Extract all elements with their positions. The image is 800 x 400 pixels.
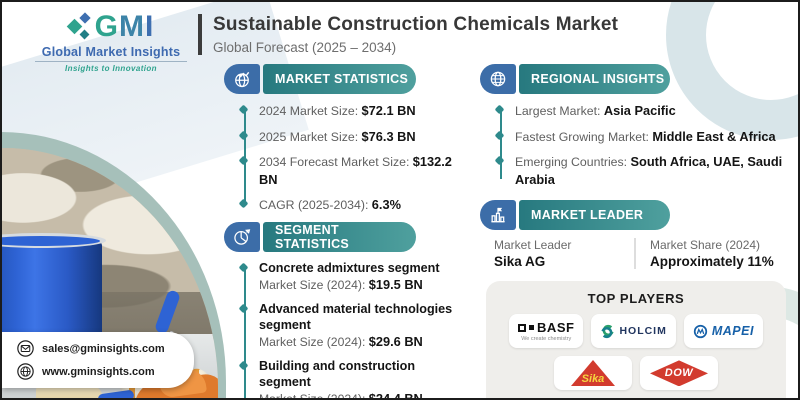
contact-website-text: www.gminsights.com [42,365,155,378]
list-item: Concrete admixtures segment Market Size … [259,260,464,294]
list-item: Emerging Countries: South Africa, UAE, S… [515,153,794,188]
basf-dot-icon [529,325,535,331]
share-cell: Market Share (2024) Approximately 11% [634,238,788,270]
globe-trend-icon [224,64,260,94]
dow-logo: DOW [640,356,718,391]
contact-email[interactable]: sales@gminsights.com [17,340,184,357]
segment-statistics-title: SEGMENT STATISTICS [263,221,416,252]
list-item: 2034 Forecast Market Size: $132.2 BN [259,153,464,188]
sika-triangle-icon [571,360,615,387]
list-item: Largest Market: Asia Pacific [515,102,794,120]
contact-website[interactable]: www.gminsights.com [17,363,184,380]
market-leader-header: MARKET LEADER [480,200,670,231]
column-right: REGIONAL INSIGHTS Largest Market: Asia P… [480,64,794,398]
market-leader-info: Market Leader Sika AG Market Share (2024… [494,238,794,270]
gmi-logo-diamonds-icon [66,10,92,44]
title-block: Sustainable Construction Chemicals Marke… [198,14,618,55]
mapei-mark-icon [693,324,708,339]
brand-tagline: Insights to Innovation [35,61,187,73]
basf-square-icon [518,323,527,332]
page-subtitle: Global Forecast (2025 – 2034) [213,40,397,55]
leader-cell: Market Leader Sika AG [494,238,572,270]
gmi-logo: GMI Global Market Insights Insights to I… [2,10,220,73]
contact-card: sales@gminsights.com www.gminsights.com [2,332,194,388]
list-item: Building and construction segment Market… [259,358,464,398]
market-statistics-list: 2024 Market Size: $72.1 BN 2025 Market S… [242,102,464,214]
column-left: MARKET STATISTICS 2024 Market Size: $72.… [224,64,464,398]
market-statistics-header: MARKET STATISTICS [224,64,416,94]
gmi-logo-text: GMI [94,10,155,43]
email-icon [17,340,34,357]
regional-insights-header: REGIONAL INSIGHTS [480,64,670,94]
segment-statistics-header: SEGMENT STATISTICS [224,221,416,252]
dow-diamond-icon: DOW [650,360,708,387]
top-players-title: TOP PLAYERS [587,291,685,307]
regional-insights-title: REGIONAL INSIGHTS [519,64,670,94]
list-item: Fastest Growing Market: Middle East & Af… [515,128,794,146]
list-item: 2024 Market Size: $72.1 BN [259,102,464,120]
segment-statistics-list: Concrete admixtures segment Market Size … [242,260,464,398]
globe-icon [17,363,34,380]
players-row-2: Sika DOW [494,356,778,391]
list-item: 2025 Market Size: $76.3 BN [259,128,464,146]
mapei-logo: MAPEI [683,314,763,349]
pie-chart-icon [224,221,260,252]
holcim-logo: HOLCIM [591,314,676,349]
paint-brush [36,386,102,398]
leader-flag-chart-icon [480,200,516,231]
sika-logo: Sika [554,356,632,391]
basf-logo: BASF We create chemistry [509,314,584,349]
contact-email-text: sales@gminsights.com [42,342,165,355]
regional-insights-list: Largest Market: Asia Pacific Fastest Gro… [498,102,794,188]
left-panel: GMI Global Market Insights Insights to I… [2,2,309,398]
page-title: Sustainable Construction Chemicals Marke… [213,14,619,35]
holcim-mark-icon [601,324,614,338]
market-statistics-title: MARKET STATISTICS [263,64,416,94]
brand-name: Global Market Insights [41,45,181,59]
market-leader-title: MARKET LEADER [519,200,670,231]
globe-grid-icon [480,64,516,94]
players-row-1: BASF We create chemistry HOLCIM [494,314,778,349]
list-item: CAGR (2025-2034): 6.3% [259,196,464,214]
list-item: Advanced material technologies segment M… [259,301,464,351]
top-players-card: TOP PLAYERS BASF We create chemistry [486,281,786,398]
